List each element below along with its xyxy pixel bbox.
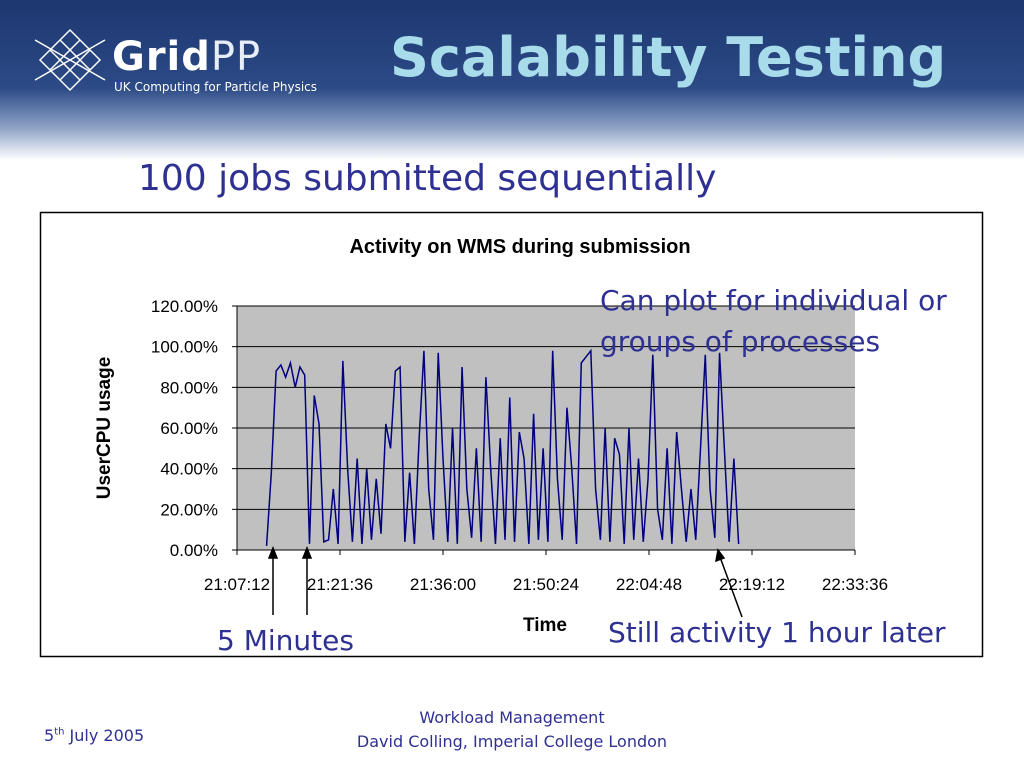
annotation: Still activity 1 hour later (608, 616, 946, 649)
date-suffix: th (54, 726, 65, 738)
date-rest: July 2005 (69, 726, 145, 745)
date-day: 5 (44, 726, 55, 745)
x-axis-label: Time (523, 615, 567, 636)
y-tick-label: 40.00% (160, 460, 218, 479)
footer-line: Workload Management (419, 708, 605, 727)
data-line (265, 348, 740, 546)
arrow (719, 556, 743, 618)
x-tick-label: 21:36:00 (410, 575, 476, 594)
x-tick-label: 21:07:12 (204, 575, 270, 594)
logo-bold: Grid (112, 34, 211, 80)
header-banner (0, 0, 1024, 160)
y-tick-label: 20.00% (160, 500, 218, 519)
y-tick-label: 60.00% (160, 419, 218, 438)
y-tick-label: 100.00% (151, 338, 218, 357)
y-axis-label: UserCPU usage (94, 357, 115, 500)
slide-title: Scalability Testing (390, 26, 947, 89)
footer-line: David Colling, Imperial College London (356, 732, 668, 751)
footer-date: 5th July 2005 (44, 726, 144, 745)
logo-mark (34, 28, 106, 92)
x-tick-label: 22:19:12 (719, 575, 785, 594)
logo-tagline: UK Computing for Particle Physics (114, 80, 318, 94)
y-tick-label: 80.00% (160, 378, 218, 397)
x-tick-label: 21:50:24 (513, 575, 579, 594)
logo-light: PP (210, 34, 262, 80)
x-tick-label: 22:33:36 (822, 575, 888, 594)
y-tick-label: 0.00% (170, 541, 218, 560)
x-tick-label: 22:04:48 (616, 575, 682, 594)
slide-subtitle: 100 jobs submitted sequentially (138, 158, 717, 199)
arrow-head (301, 545, 313, 559)
chart-title: Activity on WMS during submission (349, 236, 690, 258)
arrows (267, 545, 743, 618)
annotation: 5 Minutes (217, 624, 354, 657)
annotation: Can plot for individual or groups of pro… (600, 284, 947, 358)
logo-name: GridPP (112, 34, 261, 80)
x-tick-label: 21:21:36 (307, 575, 373, 594)
arrow-head (715, 548, 726, 563)
y-tick-label: 120.00% (151, 297, 218, 316)
arrow-head (267, 545, 279, 559)
